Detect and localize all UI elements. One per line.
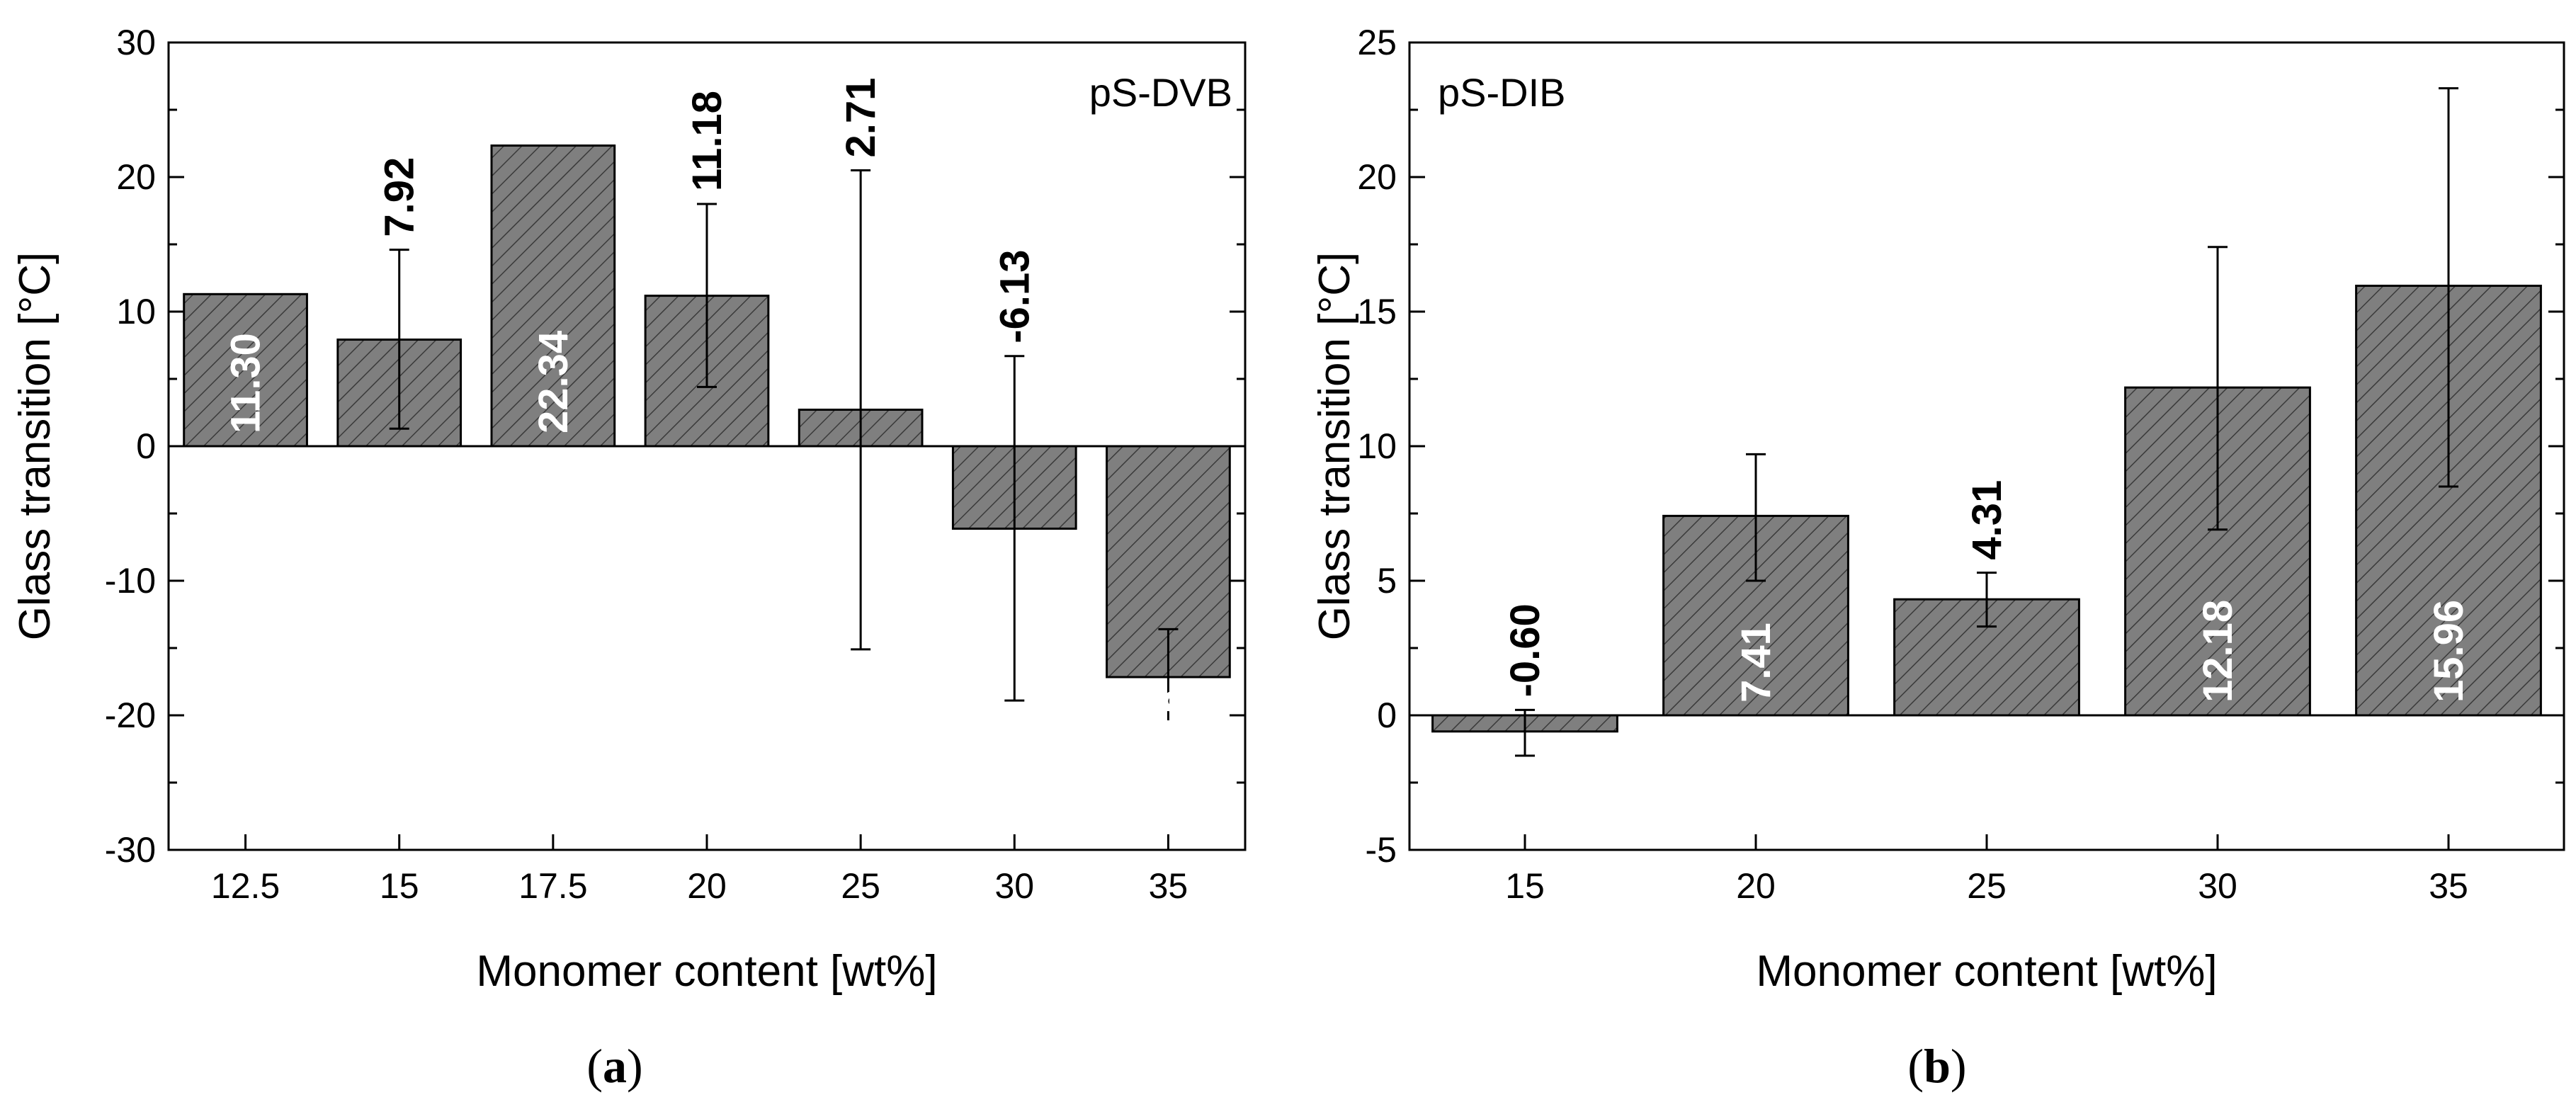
x-tick-label: 12.5 <box>211 866 280 906</box>
x-tick-label: 17.5 <box>518 866 587 906</box>
data-label: 22.34 <box>530 331 577 433</box>
x-axis-title: Monomer content [wt%] <box>1756 947 2217 996</box>
data-label: 11.30 <box>223 333 269 433</box>
y-axis-title: Glass transition [°C] <box>1310 252 1359 641</box>
y-tick-label: 20 <box>1357 157 1397 197</box>
y-tick-label: 30 <box>116 23 156 62</box>
panel-label-close: ) <box>627 1039 643 1093</box>
panel-label-letter: b <box>1924 1039 1951 1093</box>
y-tick-label: 5 <box>1377 561 1397 601</box>
y-tick-label: -5 <box>1366 830 1397 870</box>
panel-label: (a) <box>586 1039 642 1093</box>
x-tick-label: 30 <box>994 866 1034 906</box>
x-tick-label: 30 <box>2198 866 2237 906</box>
series-label: pS-DIB <box>1438 70 1566 115</box>
x-tick-label: 15 <box>380 866 419 906</box>
bar <box>183 292 308 448</box>
data-label: 12.18 <box>2195 600 2241 703</box>
chart-panel-b: -5 0 5 10 15 20 25 15 -0.60 20 7.41 25 4.31 30 12.18 35… <box>1310 23 2565 1093</box>
y-tick-label: 10 <box>1357 426 1397 466</box>
y-tick-label: 0 <box>136 426 156 466</box>
panel-label: (b) <box>1907 1039 1966 1093</box>
panel-label-open: ( <box>1907 1039 1924 1093</box>
y-tick-label: -20 <box>105 695 156 735</box>
x-tick-label: 35 <box>2429 866 2468 906</box>
x-tick-label: 15 <box>1505 866 1545 906</box>
data-label: -0.60 <box>1502 603 1548 697</box>
y-axis-title: Glass transition [°C] <box>11 252 59 641</box>
y-tick-label: 15 <box>1357 292 1397 331</box>
series-label: pS-DVB <box>1089 70 1232 115</box>
bar <box>490 144 616 448</box>
y-tick-label: -30 <box>105 830 156 870</box>
y-tick-label: -10 <box>105 561 156 601</box>
x-tick-label: 20 <box>1736 866 1776 906</box>
x-tick-label: 25 <box>1967 866 2007 906</box>
x-tick-label: 25 <box>841 866 880 906</box>
panel-label-open: ( <box>586 1039 603 1093</box>
y-tick-label: 20 <box>116 157 156 197</box>
x-tick-label: 20 <box>687 866 727 906</box>
y-tick-label: 25 <box>1357 23 1397 62</box>
chart-panel-a: -30 -20 -10 0 10 20 30 12.5 11.30 15 7.92 17.5 22.34… <box>11 23 1247 1093</box>
data-label: 2.71 <box>838 78 884 158</box>
data-label: -6.13 <box>992 249 1038 343</box>
data-label: 4.31 <box>1964 480 2010 560</box>
x-axis-title: Monomer content [wt%] <box>476 947 937 996</box>
data-label: 7.41 <box>1733 623 1779 703</box>
data-label: 15.96 <box>2426 600 2472 703</box>
panel-label-close: ) <box>1951 1039 1967 1093</box>
y-tick-label: 0 <box>1377 695 1397 735</box>
x-tick-label: 35 <box>1149 866 1188 906</box>
data-label: 11.18 <box>684 91 730 191</box>
data-label: 7.92 <box>377 157 423 237</box>
y-tick-label: 10 <box>116 292 156 331</box>
panel-label-letter: a <box>603 1039 627 1093</box>
data-label: -17.16 <box>1145 690 1191 806</box>
